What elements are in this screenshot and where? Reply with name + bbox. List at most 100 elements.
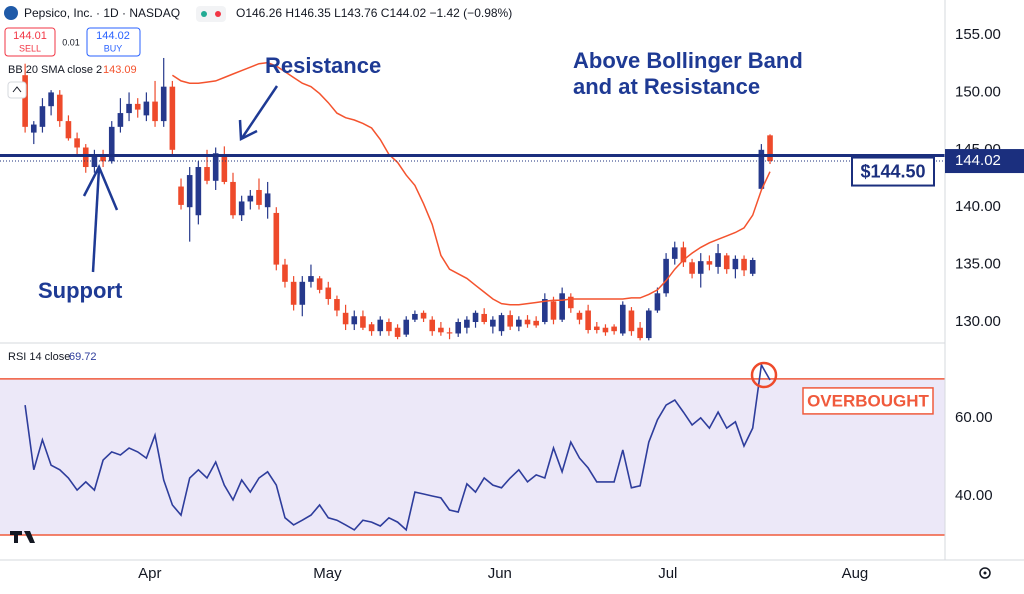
- collapse-button[interactable]: [7, 81, 27, 99]
- candle-body: [490, 319, 496, 327]
- candle-body: [568, 296, 574, 309]
- y-tick-label: 135.00: [955, 256, 1001, 273]
- bollinger-upper-band: [171, 61, 771, 306]
- status-dot: [201, 11, 207, 17]
- resistance-arrow: [240, 85, 279, 139]
- candle-body: [377, 319, 384, 332]
- candle-body: [325, 287, 332, 300]
- sell-price: 144.01: [13, 30, 47, 42]
- candle-body: [30, 124, 37, 133]
- symbol-title: Pepsico, Inc. · 1D · NASDAQ: [24, 6, 180, 20]
- x-tick-label: May: [313, 565, 342, 582]
- candle-body: [186, 175, 193, 208]
- candle-body: [264, 193, 271, 208]
- candle-body: [412, 313, 418, 320]
- candle-body: [637, 327, 643, 339]
- candle-body: [39, 106, 46, 127]
- resistance-annotation: Resistance: [265, 53, 381, 78]
- candle-body: [143, 101, 150, 116]
- status-dot: [215, 11, 221, 17]
- candle-body: [498, 315, 505, 332]
- candle-body: [767, 135, 773, 162]
- candle-body: [256, 189, 262, 205]
- candle-body: [455, 321, 462, 334]
- candle-body: [689, 262, 695, 274]
- candle-body: [334, 299, 340, 311]
- candle-body: [654, 293, 661, 311]
- candle-body: [420, 312, 427, 319]
- candle-body: [715, 253, 721, 267]
- y-tick-label: 40.00: [955, 487, 993, 504]
- candle-body: [697, 261, 704, 274]
- y-tick-label: 130.00: [955, 313, 1001, 330]
- candle-body: [230, 181, 236, 216]
- candle-body: [602, 327, 609, 333]
- candle-body: [204, 167, 210, 181]
- rsi-line: [24, 362, 771, 532]
- candle-body: [299, 281, 306, 305]
- candle-body: [360, 316, 366, 328]
- candle-body: [152, 101, 158, 122]
- candle-body: [126, 103, 132, 114]
- candle-body: [91, 155, 98, 168]
- candle-body: [48, 92, 54, 107]
- candle-body: [247, 195, 254, 202]
- x-tick-label: Jun: [488, 565, 512, 582]
- sell-label: SELL: [19, 43, 41, 53]
- x-tick-label: Jul: [658, 565, 677, 582]
- collapse-icon: [12, 86, 22, 93]
- overbought-circle: [750, 361, 778, 389]
- front-layer: 155.00150.00145.00140.00135.00130.00AprM…: [138, 26, 1024, 582]
- plot-layer: [0, 57, 945, 532]
- bollinger-annotation: and at Resistance: [573, 74, 760, 99]
- candle-body: [671, 247, 678, 259]
- candle-body: [576, 312, 583, 320]
- candle-body: [680, 247, 687, 263]
- candle-body: [619, 304, 626, 334]
- candle-body: [65, 121, 72, 139]
- candle-body: [585, 310, 591, 331]
- candle-body: [723, 255, 730, 270]
- candle-body: [550, 301, 557, 320]
- candle-body: [134, 103, 141, 110]
- candle-body: [533, 320, 539, 326]
- overbought-box: [802, 387, 934, 415]
- y-tick-label: 150.00: [955, 83, 1001, 100]
- candle-body: [273, 212, 280, 265]
- candle-body: [464, 319, 470, 328]
- candle-body: [351, 316, 358, 325]
- support-annotation: Support: [38, 278, 123, 303]
- candle-body: [195, 167, 202, 216]
- candle-body: [559, 293, 565, 320]
- buy-button[interactable]: [86, 27, 141, 57]
- sell-button[interactable]: [4, 27, 56, 57]
- rsi-legend-value: 69.72: [69, 351, 97, 363]
- logo: [4, 6, 18, 20]
- candle-body: [238, 201, 245, 216]
- candle-body: [446, 332, 453, 334]
- y-tick-label: 60.00: [955, 409, 993, 426]
- candle-body: [507, 315, 513, 327]
- candle-body: [368, 324, 375, 332]
- rsi-legend: RSI 14 close: [8, 351, 70, 363]
- bb-legend-value: 143.09: [103, 64, 137, 76]
- buy-price: 144.02: [96, 30, 130, 42]
- settings-icon-dot: [983, 571, 987, 575]
- candle-body: [758, 149, 765, 189]
- candle-body: [706, 261, 713, 265]
- settings-icon[interactable]: [979, 567, 991, 579]
- overbought-label: OVERBOUGHT: [807, 391, 929, 410]
- resistance-arrowhead: [238, 119, 258, 141]
- candle-body: [663, 258, 669, 294]
- candle-body: [593, 326, 600, 331]
- spread: 0.01: [62, 37, 80, 47]
- ohlc-legend: O146.26 H146.35 L143.76 C144.02 −1.42 (−…: [236, 6, 512, 20]
- candle-body: [749, 260, 756, 274]
- candle-body: [221, 155, 228, 182]
- level-label: $144.50: [860, 161, 925, 181]
- candle-body: [645, 310, 652, 339]
- candle-body: [117, 113, 124, 127]
- support-arrow: [91, 167, 101, 273]
